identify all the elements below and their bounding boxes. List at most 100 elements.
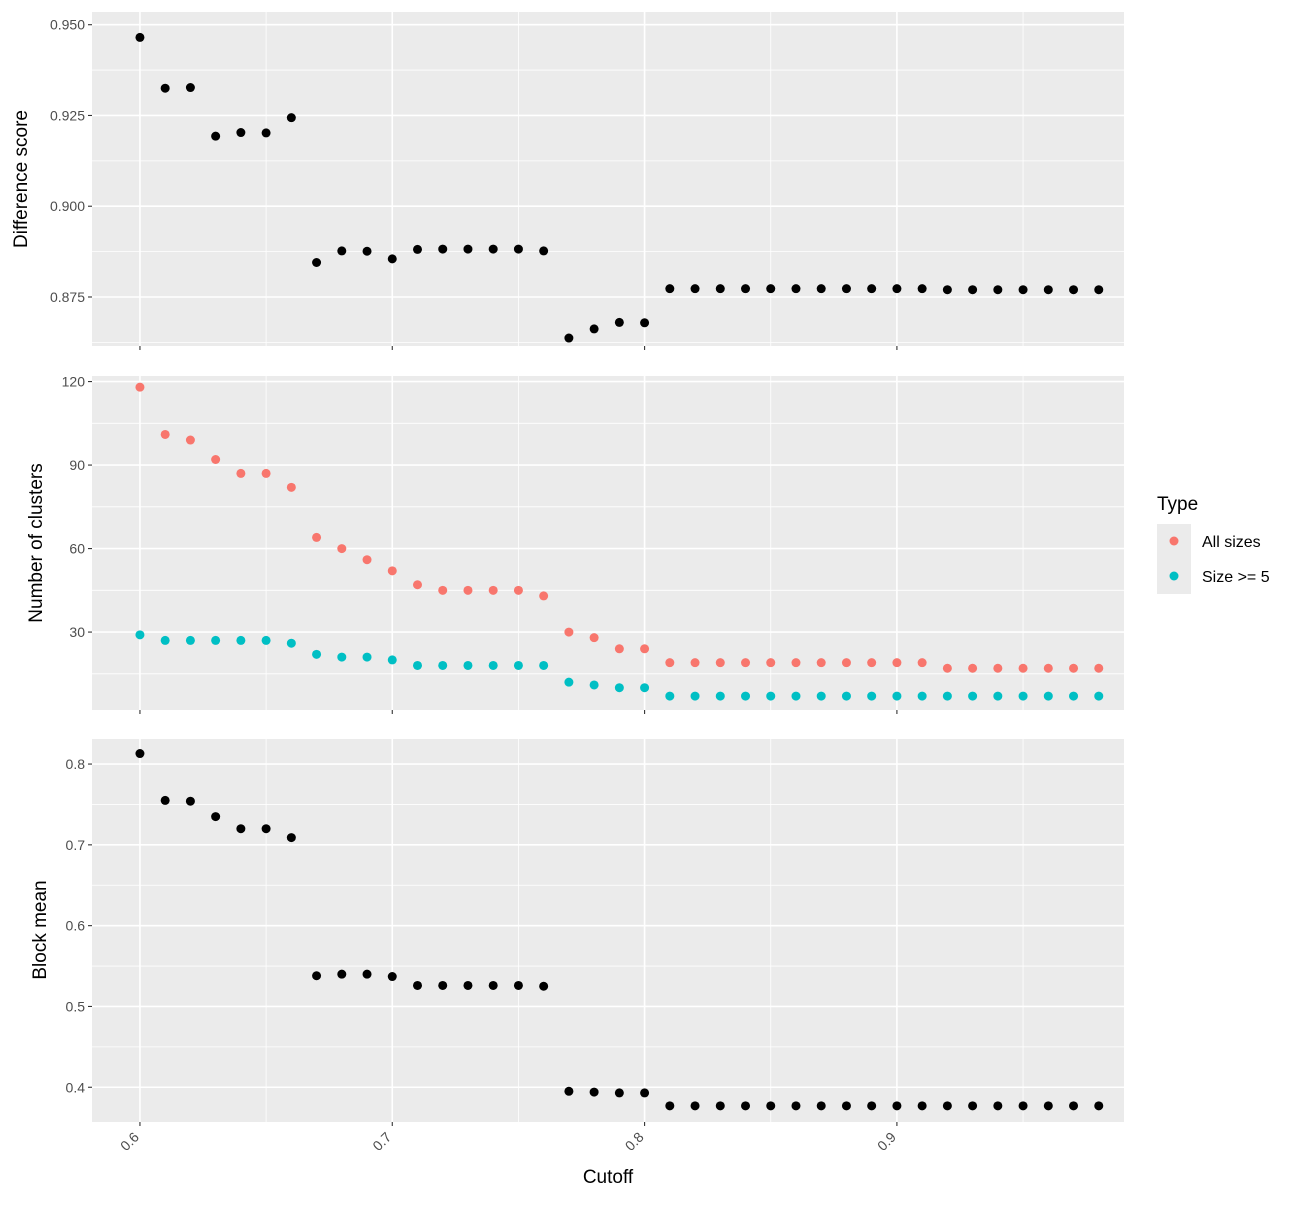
data-point: [539, 660, 549, 670]
data-point: [412, 980, 422, 990]
data-point: [1043, 285, 1053, 295]
legend-key-size-5: [1169, 571, 1179, 581]
data-point: [715, 284, 725, 294]
data-point: [387, 254, 397, 264]
data-point: [589, 1087, 599, 1097]
data-point: [690, 658, 700, 668]
y-tick-label: 0.925: [50, 107, 85, 123]
data-point: [942, 1101, 952, 1111]
data-point: [160, 635, 170, 645]
data-point: [1018, 691, 1028, 701]
data-point: [261, 824, 271, 834]
data-point: [412, 660, 422, 670]
data-point: [766, 691, 776, 701]
data-point: [589, 633, 599, 643]
data-point: [791, 658, 801, 668]
data-point: [261, 128, 271, 138]
panel-background: [92, 12, 1124, 346]
data-point: [614, 317, 624, 327]
data-point: [185, 635, 195, 645]
data-point: [892, 284, 902, 294]
data-point: [539, 591, 549, 601]
data-point: [412, 580, 422, 590]
x-tick-label: 0.7: [369, 1129, 394, 1154]
data-point: [513, 244, 523, 254]
data-point: [337, 652, 347, 662]
data-point: [614, 1088, 624, 1098]
data-point: [1069, 1101, 1079, 1111]
data-point: [513, 980, 523, 990]
data-point: [640, 1088, 650, 1098]
data-point: [185, 796, 195, 806]
data-point: [917, 1101, 927, 1111]
data-point: [1094, 1101, 1104, 1111]
data-point: [1094, 285, 1104, 295]
data-point: [665, 658, 675, 668]
data-point: [968, 691, 978, 701]
panel-top: 0.875 0.900 0.925 0.950: [50, 12, 1124, 350]
data-point: [665, 1101, 675, 1111]
data-point: [337, 544, 347, 554]
data-point: [993, 1101, 1003, 1111]
y-tick-label: 0.900: [50, 198, 85, 214]
series-0: [135, 382, 1104, 673]
data-point: [942, 285, 952, 295]
data-point: [640, 683, 650, 693]
y-tick-label: 90: [69, 457, 85, 473]
data-point: [791, 1101, 801, 1111]
data-point: [993, 691, 1003, 701]
data-point: [1069, 285, 1079, 295]
data-point: [791, 284, 801, 294]
x-axis-title-cutoff: Cutoff: [583, 1167, 634, 1188]
data-point: [211, 812, 221, 822]
data-point: [463, 244, 473, 254]
y-tick-label: 0.7: [66, 837, 86, 853]
data-point: [438, 244, 448, 254]
data-point: [665, 284, 675, 294]
data-point: [841, 284, 851, 294]
data-point: [766, 284, 776, 294]
data-point: [892, 1101, 902, 1111]
data-point: [488, 244, 498, 254]
data-point: [892, 691, 902, 701]
data-point: [917, 284, 927, 294]
data-point: [1069, 663, 1079, 673]
data-point: [513, 660, 523, 670]
data-point: [741, 658, 751, 668]
data-point: [261, 468, 271, 478]
y-tick-label: 0.6: [66, 918, 86, 934]
data-point: [1018, 663, 1028, 673]
data-point: [564, 677, 574, 687]
data-point: [715, 658, 725, 668]
data-point: [968, 1101, 978, 1111]
y-tick-label: 30: [69, 624, 85, 640]
panel-background: [92, 739, 1124, 1122]
data-point: [715, 1101, 725, 1111]
data-point: [463, 980, 473, 990]
data-point: [867, 284, 877, 294]
y-axis-title-difference-score: Difference score: [11, 110, 32, 248]
x-tick-label: 0.6: [117, 1129, 142, 1154]
data-point: [741, 691, 751, 701]
y-tick-label: 60: [69, 541, 85, 557]
data-point: [1094, 691, 1104, 701]
data-point: [1018, 285, 1028, 295]
y-axis-title-block-mean: Block mean: [30, 880, 51, 979]
data-point: [614, 683, 624, 693]
data-point: [867, 658, 877, 668]
data-point: [488, 980, 498, 990]
data-point: [917, 691, 927, 701]
data-point: [841, 1101, 851, 1111]
data-point: [640, 644, 650, 654]
data-point: [766, 1101, 776, 1111]
data-point: [160, 83, 170, 93]
data-point: [312, 649, 322, 659]
data-point: [665, 691, 675, 701]
data-point: [1069, 691, 1079, 701]
data-point: [362, 555, 372, 565]
data-point: [236, 128, 246, 138]
data-point: [463, 660, 473, 670]
data-point: [362, 652, 372, 662]
y-axis-title-number-of-clusters: Number of clusters: [26, 463, 47, 622]
data-point: [589, 680, 599, 690]
